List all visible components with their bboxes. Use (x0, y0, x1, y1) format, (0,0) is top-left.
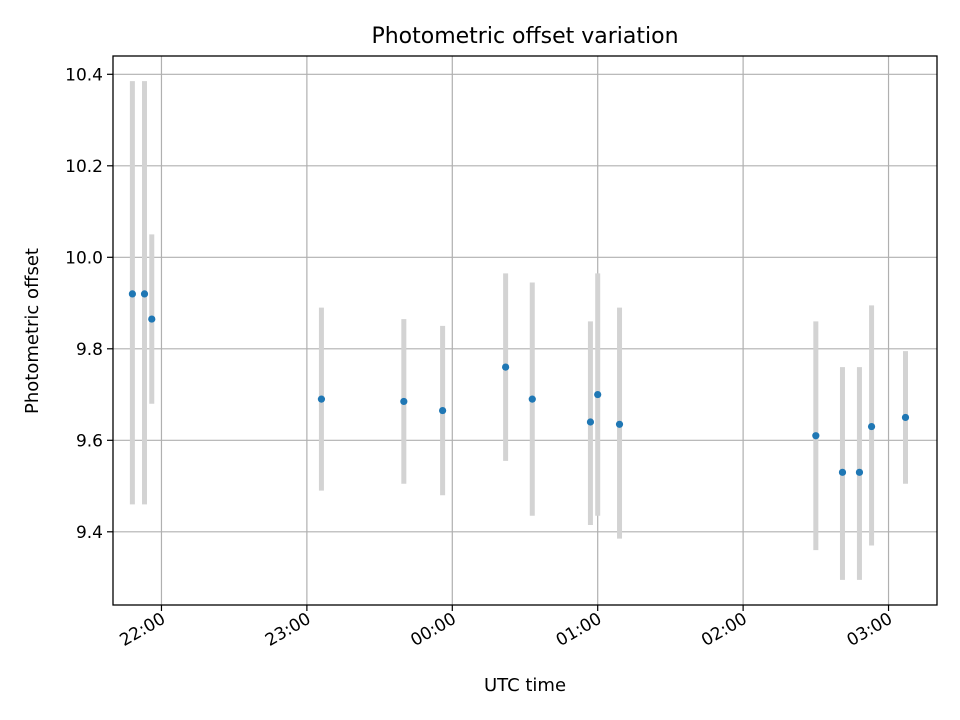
data-point (867, 422, 876, 431)
data-point (901, 413, 910, 422)
y-tick-label: 10.0 (65, 248, 103, 268)
chart-title: Photometric offset variation (371, 24, 678, 49)
data-point (400, 397, 408, 406)
x-tick-label: 23:00 (262, 609, 314, 651)
x-tick-label: 03:00 (844, 609, 896, 651)
y-tick-label: 9.6 (76, 431, 103, 451)
y-tick-label: 10.4 (65, 65, 103, 85)
data-point (838, 468, 847, 476)
data-point (528, 395, 536, 403)
data-point (439, 406, 447, 415)
data-point (148, 315, 156, 323)
data-point (586, 418, 595, 426)
x-axis-label: UTC time (484, 675, 566, 696)
y-tick-label: 9.8 (76, 340, 103, 360)
data-point-layer (128, 290, 910, 476)
y-axis-label: Photometric offset (22, 248, 43, 414)
data-point (128, 290, 136, 298)
tick-layer: 9.4 9.6 9.8 10.0 10.2 10.4 22:00 23:00 00:00 01:0… (65, 65, 896, 651)
data-point (594, 390, 602, 399)
data-point (615, 420, 624, 428)
data-point (812, 432, 820, 440)
x-tick-label: 02:00 (698, 609, 750, 651)
y-tick-label: 9.4 (76, 523, 103, 543)
y-tick-label: 10.2 (65, 157, 103, 177)
x-tick-label: 22:00 (117, 609, 169, 651)
plot-frame (112, 55, 938, 606)
error-bar-layer (129, 81, 908, 580)
data-point (855, 468, 864, 476)
x-tick-label: 01:00 (553, 609, 605, 651)
x-tick-label: 00:00 (407, 609, 459, 651)
data-point (317, 395, 326, 403)
data-point (502, 363, 510, 371)
data-point (140, 290, 149, 298)
